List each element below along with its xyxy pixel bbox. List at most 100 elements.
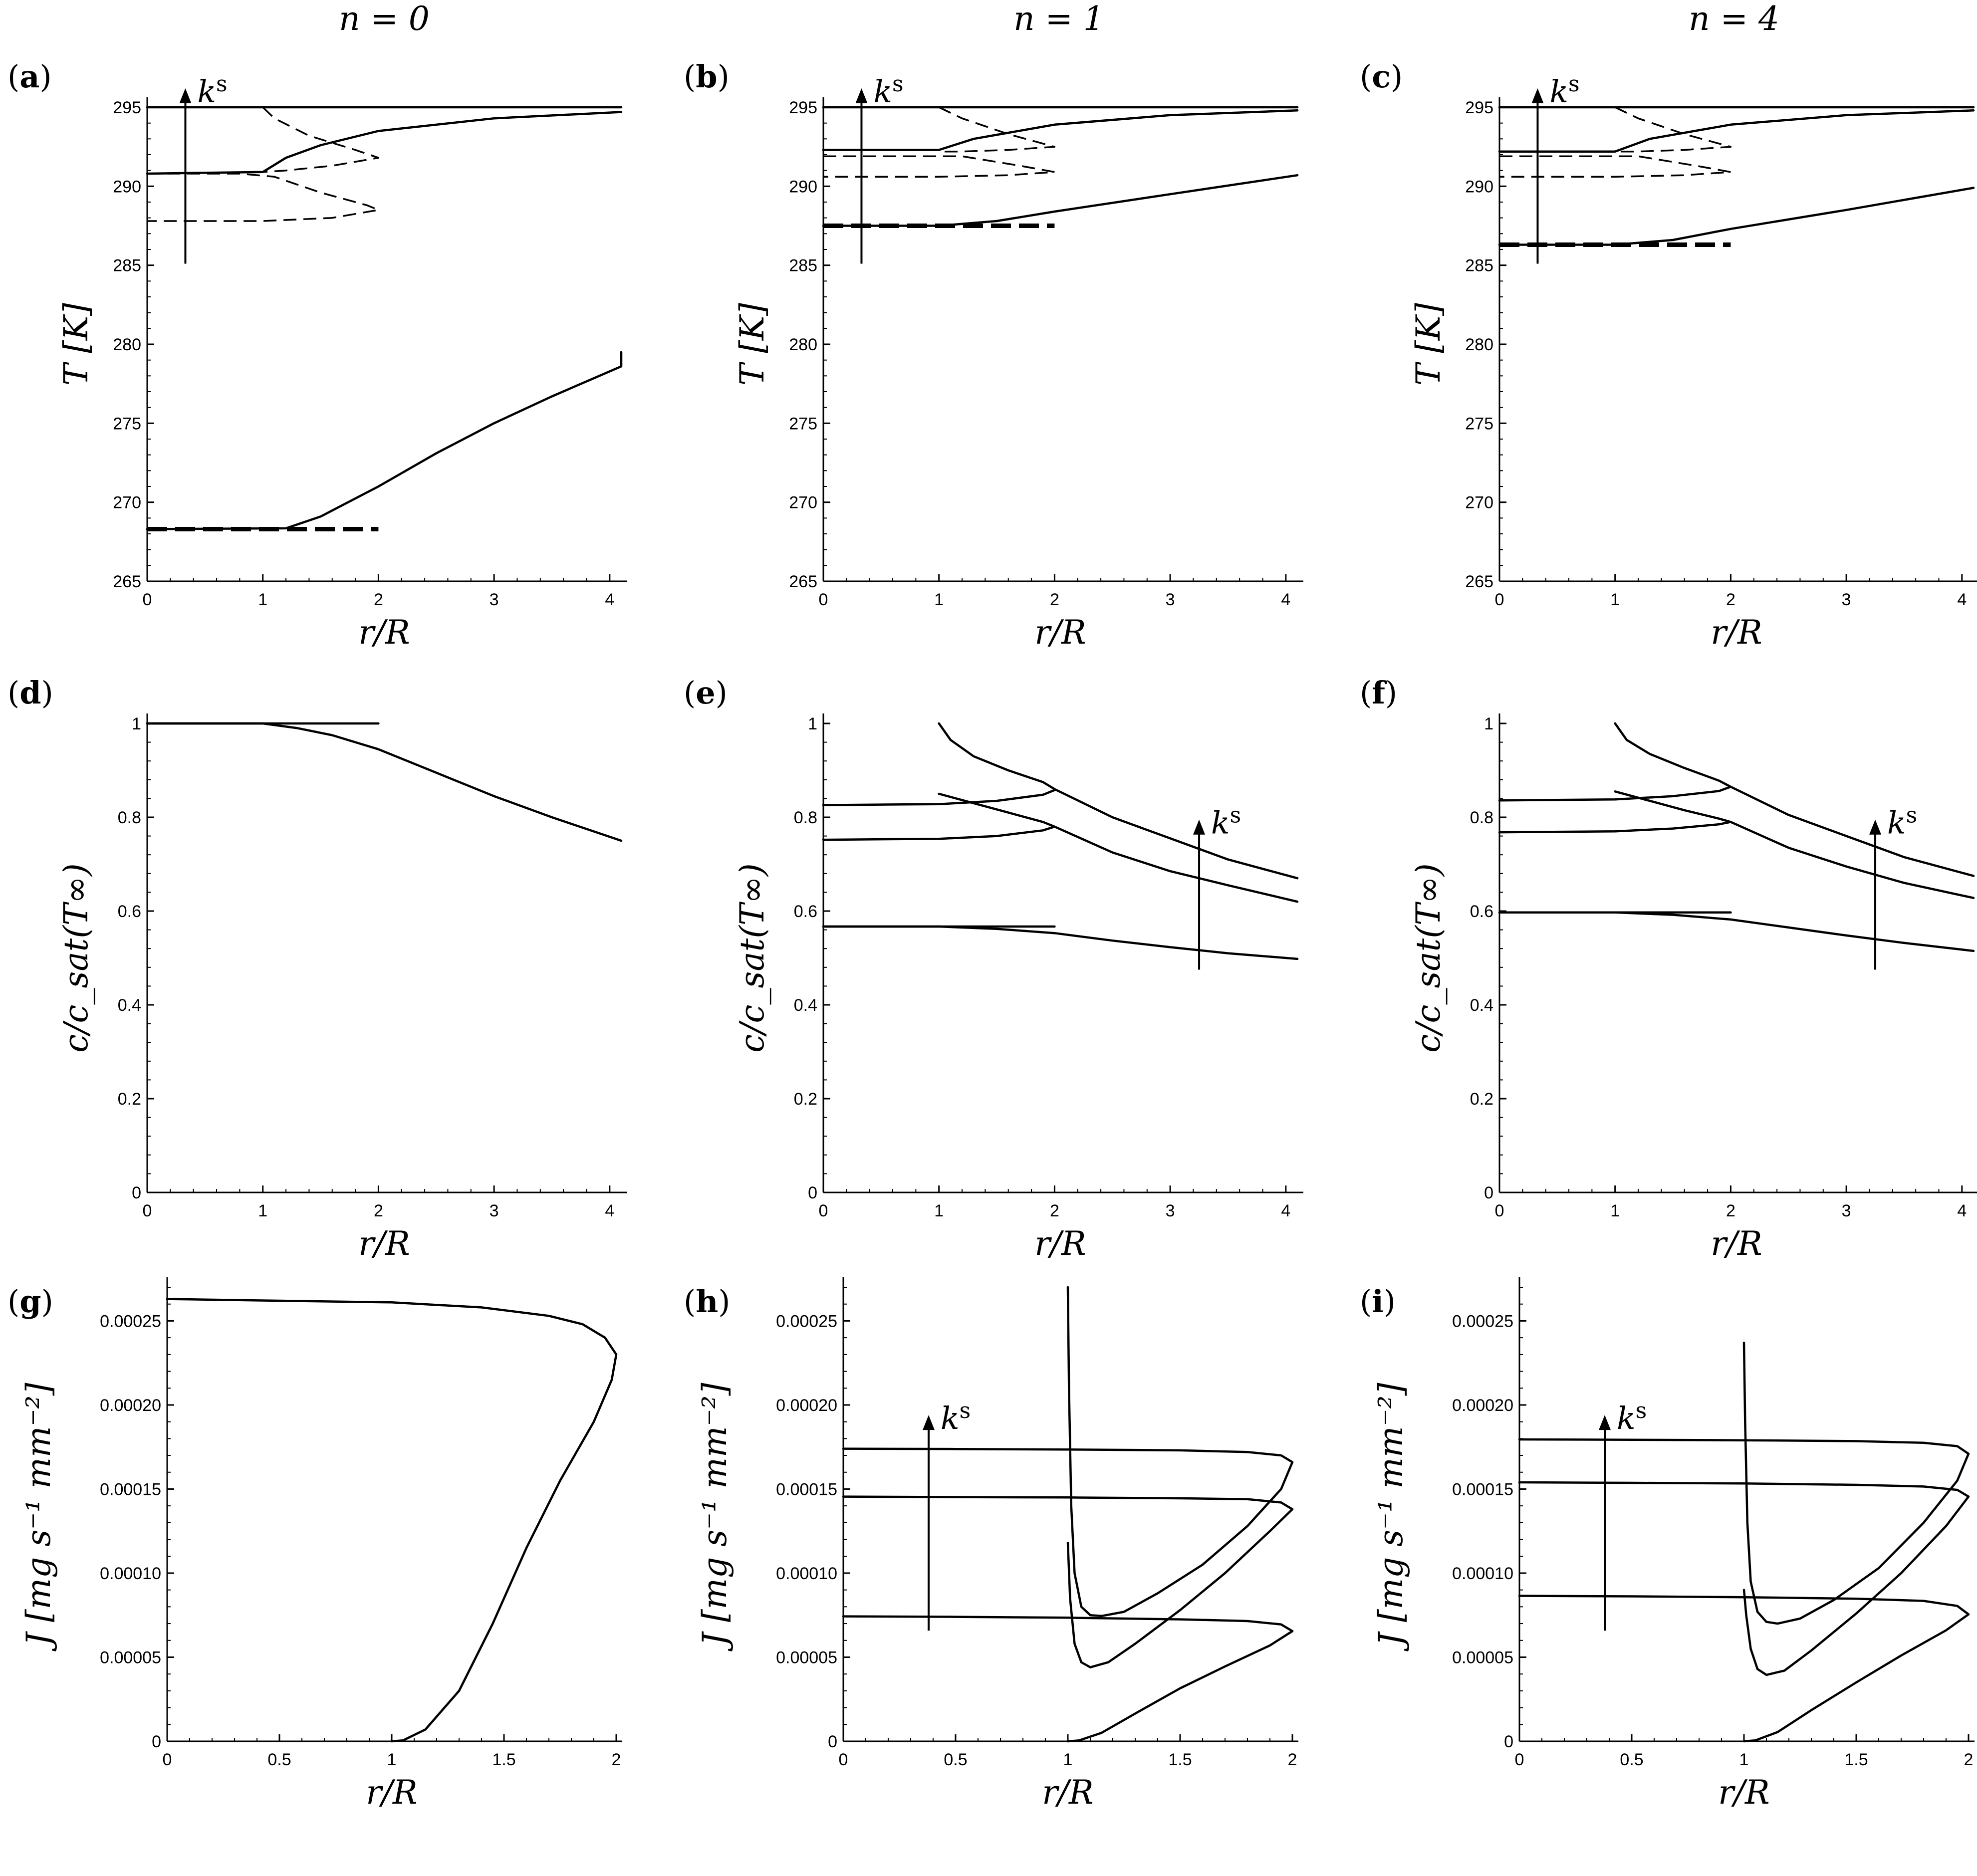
ks-arrow-label: ks <box>1887 803 1917 841</box>
y-tick-label: 1 <box>1484 714 1493 733</box>
x-tick-label: 4 <box>605 1201 614 1220</box>
x-tick-label: 2 <box>1726 590 1735 609</box>
panel-c: (c) 0 1 2 3 4 265 270 275 280 285 290 295 r/R T [K] ks <box>1360 58 1977 652</box>
y-tick-label: 0.6 <box>118 902 141 921</box>
ks-arrow-label: ks <box>1211 803 1241 841</box>
y-tick-label: 0.00015 <box>100 1480 161 1499</box>
series-unstable-upper <box>262 106 380 173</box>
y-tick-label: 1 <box>808 714 817 733</box>
x-tick-label: 4 <box>1281 1201 1290 1220</box>
y-axis-label: J [mg s⁻¹ mm⁻²] <box>696 1383 734 1652</box>
y-tick-label: 0.00005 <box>776 1648 837 1667</box>
y-tick-label: 0.4 <box>118 996 141 1015</box>
x-tick-label: 2 <box>1964 1750 1974 1769</box>
y-tick-label: 0.00010 <box>100 1564 161 1583</box>
series-unstable-upper <box>938 106 1056 153</box>
y-tick-label: 0.00020 <box>776 1396 837 1415</box>
x-tick-label: 0 <box>1495 1201 1504 1220</box>
series-unstable-lower <box>147 173 380 222</box>
panel-e: (e) 0 1 2 3 4 0 0.2 0.4 0.6 0.8 1 r/R c/c_sat(T∞) ks <box>684 675 1303 1263</box>
series-stable-cold <box>1498 187 1975 246</box>
panel-letter: (c) <box>1360 58 1403 95</box>
y-tick-label: 290 <box>1465 177 1493 196</box>
x-axis-label: r/R <box>1034 613 1086 652</box>
y-tick-label: 0.4 <box>794 996 817 1015</box>
x-axis-label: r/R <box>1034 1224 1086 1263</box>
x-tick-label: 1.5 <box>1844 1750 1868 1769</box>
x-tick-label: 3 <box>1166 590 1175 609</box>
x-tick-label: 0 <box>839 1750 848 1769</box>
y-tick-label: 265 <box>789 572 817 591</box>
y-tick-label: 0.00015 <box>776 1480 837 1499</box>
y-tick-label: 0.6 <box>794 902 817 921</box>
y-tick-label: 0.00025 <box>100 1312 161 1331</box>
series-high-loop <box>842 1286 1294 1618</box>
panel-letter: (e) <box>684 675 728 711</box>
column-title-n0: n = 0 <box>339 0 430 38</box>
y-axis-label: c/c_sat(T∞) <box>57 863 95 1052</box>
series-mid-branch <box>938 792 1299 903</box>
column-titles: n = 0 n = 1 n = 4 <box>339 0 1779 38</box>
y-tick-label: 0.00020 <box>1452 1396 1513 1415</box>
column-title-n1: n = 1 <box>1013 0 1104 38</box>
series-stable-cold <box>146 351 623 530</box>
series-unstable-mid <box>823 155 1056 178</box>
series-upper-branch <box>1614 722 1975 877</box>
x-tick-label: 0.5 <box>1620 1750 1643 1769</box>
series-low-loop <box>1518 1595 1970 1743</box>
y-axis-label: T [K] <box>733 303 771 386</box>
y-tick-label: 0 <box>152 1732 161 1751</box>
x-tick-label: 4 <box>1957 590 1967 609</box>
y-tick-label: 265 <box>1465 572 1493 591</box>
y-tick-label: 285 <box>789 256 817 275</box>
x-tick-label: 0 <box>819 590 828 609</box>
x-tick-label: 1 <box>258 590 267 609</box>
ks-arrow-head <box>923 1415 935 1430</box>
x-tick-label: 2 <box>1050 1201 1059 1220</box>
x-axis-label: r/R <box>358 1224 410 1263</box>
x-tick-label: 0 <box>163 1750 172 1769</box>
x-tick-label: 1.5 <box>1168 1750 1192 1769</box>
ks-arrow-head <box>1599 1415 1611 1430</box>
series-mid-loop <box>1518 1481 1970 1676</box>
y-tick-label: 0 <box>1504 1732 1513 1751</box>
x-tick-label: 0 <box>819 1201 828 1220</box>
x-tick-label: 0.5 <box>267 1750 291 1769</box>
y-tick-label: 0.4 <box>1470 996 1493 1015</box>
y-tick-label: 290 <box>113 177 141 196</box>
series-upper-flat <box>822 789 1056 806</box>
x-tick-label: 1 <box>1063 1750 1073 1769</box>
x-tick-label: 0 <box>1495 590 1504 609</box>
y-tick-label: 285 <box>1465 256 1493 275</box>
x-tick-label: 1 <box>1610 590 1620 609</box>
series-stable-cold <box>822 174 1299 227</box>
panel-g: (g) 0 0.5 1 1.5 2 0 0.00005 0.00010 0.00015 0.0002… <box>7 1277 622 1812</box>
ks-arrow-label: ks <box>1549 71 1579 110</box>
x-tick-label: 2 <box>612 1750 621 1769</box>
y-tick-label: 265 <box>113 572 141 591</box>
x-tick-label: 1 <box>387 1750 397 1769</box>
ks-arrow-label: ks <box>1617 1398 1647 1436</box>
y-tick-label: 290 <box>789 177 817 196</box>
y-tick-label: 285 <box>113 256 141 275</box>
series-stable-warm <box>1498 109 1975 153</box>
x-axis-label: r/R <box>1042 1773 1093 1812</box>
column-title-n4: n = 4 <box>1689 0 1779 38</box>
series-unstable-mid <box>1499 155 1732 178</box>
ks-arrow-head <box>1193 819 1206 835</box>
y-tick-label: 0.00025 <box>1452 1312 1513 1331</box>
x-tick-label: 4 <box>605 590 614 609</box>
ks-arrow-label: ks <box>197 71 227 110</box>
panel-letter: (a) <box>7 58 52 95</box>
x-axis-label: r/R <box>358 613 410 652</box>
x-tick-label: 4 <box>1957 1201 1967 1220</box>
y-tick-label: 0.8 <box>118 808 141 827</box>
series-high-loop <box>1518 1341 1970 1625</box>
panel-letter: (b) <box>684 58 730 95</box>
y-axis-label: J [mg s⁻¹ mm⁻²] <box>19 1383 58 1652</box>
y-tick-label: 295 <box>113 98 141 117</box>
y-tick-label: 0.2 <box>118 1090 141 1109</box>
y-tick-label: 0.00025 <box>776 1312 837 1331</box>
